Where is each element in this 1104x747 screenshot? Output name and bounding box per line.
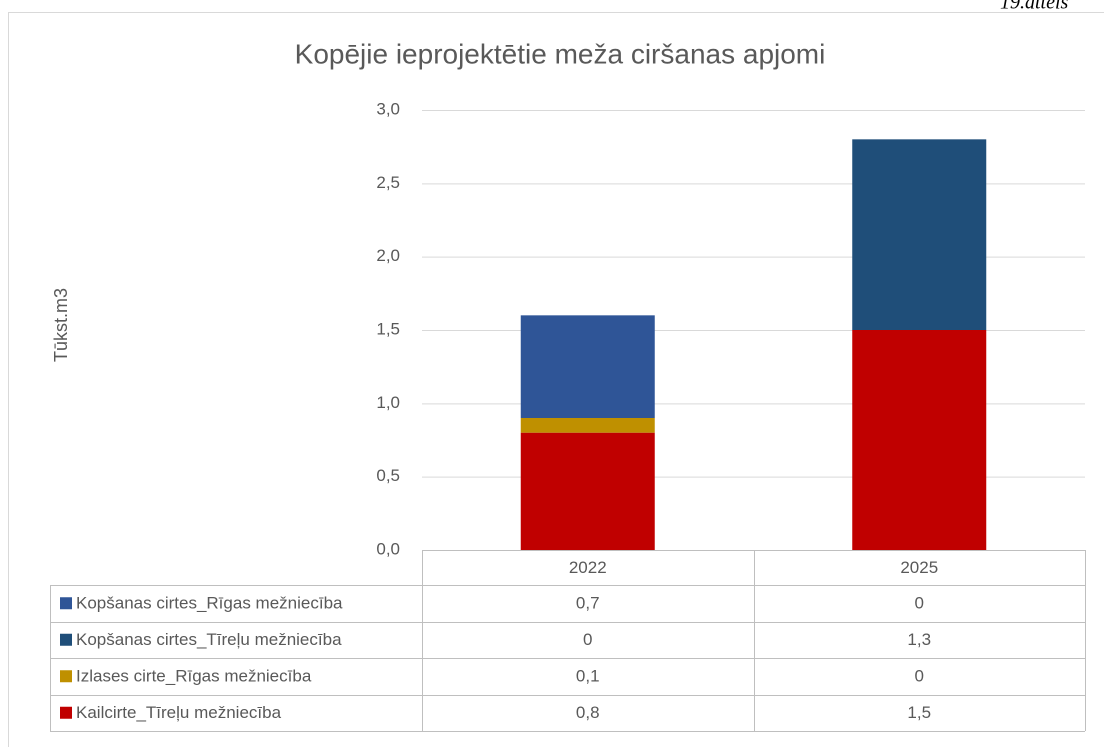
bar-segment [520, 418, 655, 433]
data-label: 0,1 [576, 667, 600, 686]
bar-segment [852, 139, 987, 330]
legend-label: Kopšanas cirtes_Rīgas mežniecība [76, 594, 343, 613]
y-axis-label: Tūkst.m3 [51, 288, 71, 362]
y-tick-label: 0,5 [376, 466, 400, 485]
data-label: 0 [915, 594, 924, 613]
y-tick-label: 1,5 [376, 319, 400, 338]
y-tick-label: 2,5 [376, 173, 400, 192]
data-label: 0,7 [576, 594, 600, 613]
data-label: 0 [583, 630, 592, 649]
legend-label: Izlases cirte_Rīgas mežniecība [76, 667, 312, 686]
bar-segment [852, 330, 987, 550]
y-tick-label: 3,0 [376, 99, 400, 118]
x-tick-label: 2025 [900, 558, 938, 577]
legend-key [60, 633, 72, 646]
data-label: 1,5 [907, 703, 931, 722]
x-tick-label: 2022 [569, 558, 607, 577]
legend-key [60, 706, 72, 719]
data-label: 0 [915, 667, 924, 686]
y-tick-label: 2,0 [376, 246, 400, 265]
legend-label: Kopšanas cirtes_Tīreļu mežniecība [76, 630, 342, 649]
chart-title: Kopējie ieprojektētie meža ciršanas apjo… [295, 38, 826, 69]
data-label: 1,3 [907, 630, 931, 649]
legend-key [60, 597, 72, 610]
y-tick-label: 0,0 [376, 539, 400, 558]
bar-segment [520, 432, 655, 550]
data-label: 0,8 [576, 703, 600, 722]
page-label: 19.attēls [1000, 0, 1069, 14]
bar-segment [520, 315, 655, 418]
legend-key [60, 670, 72, 683]
legend-label: Kailcirte_Tīreļu mežniecība [76, 703, 282, 722]
y-tick-label: 1,0 [376, 393, 400, 412]
